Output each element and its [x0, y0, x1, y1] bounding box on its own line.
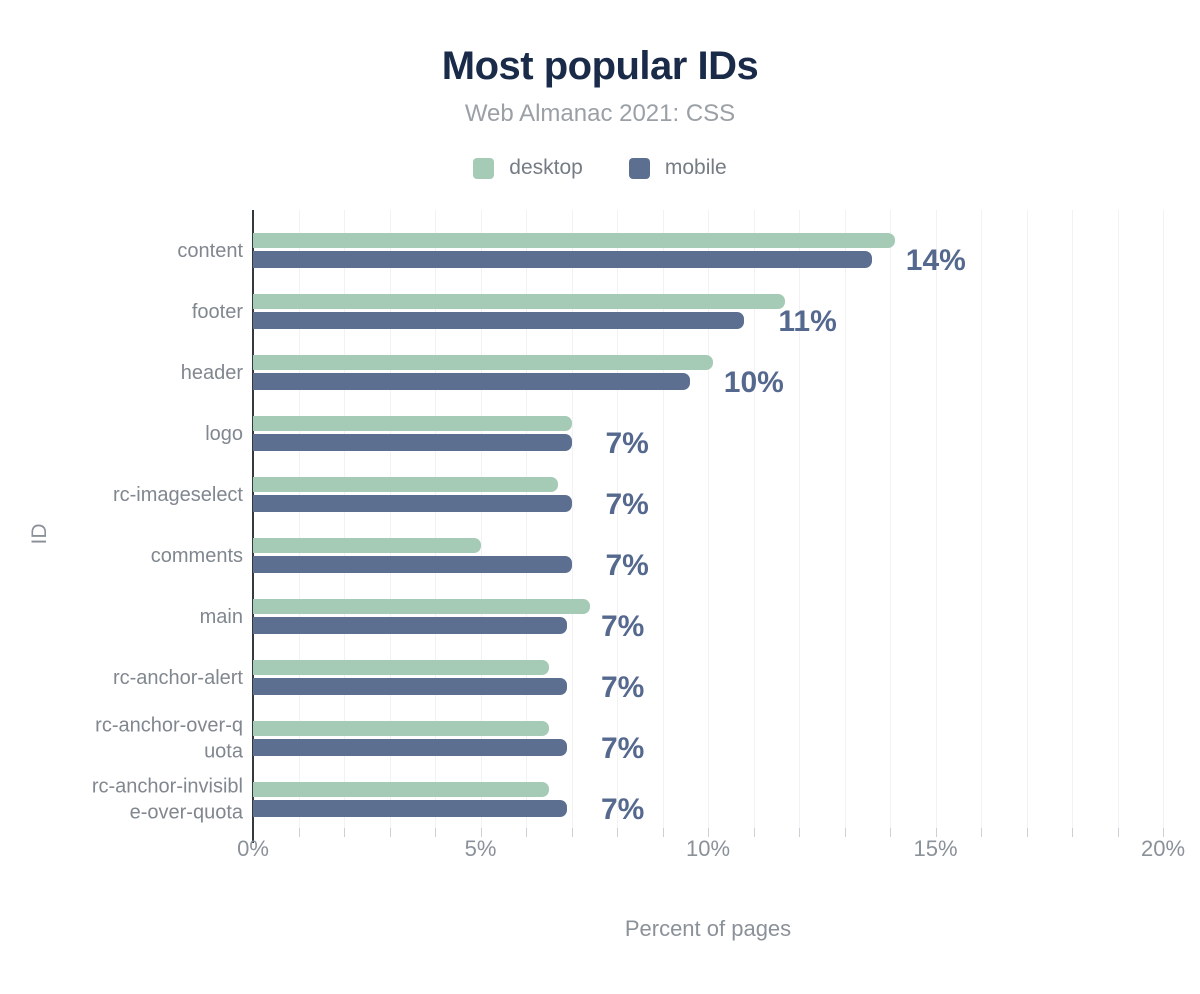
gridline	[753, 210, 755, 828]
category-label: rc-anchor-alert	[112, 666, 243, 689]
value-label: 7%	[605, 548, 649, 582]
bar-mobile-rc-imageselect[interactable]	[253, 495, 572, 512]
gridline	[480, 210, 482, 828]
gridline	[935, 210, 937, 828]
legend-label-mobile: mobile	[664, 156, 727, 179]
category-label: content	[177, 239, 243, 262]
x-tick-label: 5%	[464, 836, 497, 861]
y-axis-title: ID	[28, 523, 51, 545]
bar-desktop-header[interactable]	[253, 355, 713, 370]
bar-desktop-comments[interactable]	[253, 538, 481, 553]
bar-mobile-comments[interactable]	[253, 556, 572, 573]
bar-mobile-content[interactable]	[253, 251, 872, 268]
legend-label-desktop: desktop	[509, 156, 583, 179]
x-tick-label: 20%	[1140, 836, 1186, 861]
bar-mobile-rc-anchor-invisible-over-quota[interactable]	[253, 800, 567, 817]
x-tick-label: 0%	[237, 836, 269, 861]
bar-desktop-content[interactable]	[253, 233, 895, 248]
gridline	[1163, 210, 1164, 828]
bar-mobile-main[interactable]	[253, 617, 567, 634]
axis-tick	[389, 828, 391, 837]
category-label: rc-anchor-invisible-over-quota	[91, 775, 243, 824]
gridline	[1117, 210, 1119, 828]
value-label: 7%	[600, 670, 645, 704]
gridline	[617, 210, 618, 828]
axis-tick	[708, 828, 709, 837]
axis-tick	[1026, 828, 1028, 837]
category-label: header	[180, 361, 243, 384]
legend-item-mobile[interactable]: mobile	[628, 156, 727, 180]
value-label: 7%	[605, 426, 649, 460]
gridline	[389, 210, 391, 828]
category-label: logo	[205, 422, 243, 445]
bar-desktop-rc-imageselect[interactable]	[253, 477, 558, 492]
gridline	[844, 210, 846, 828]
value-label: 7%	[605, 487, 649, 521]
value-label: 14%	[905, 243, 966, 277]
gridline	[1072, 210, 1073, 828]
axis-tick	[526, 828, 527, 837]
gridline	[344, 210, 345, 828]
category-label: rc-anchor-over-quota	[95, 714, 243, 763]
axis-tick	[617, 828, 618, 837]
axis-tick	[1072, 828, 1073, 837]
value-label: 7%	[600, 792, 645, 826]
axis-tick	[662, 828, 664, 837]
chart-title: Most popular IDs	[441, 44, 759, 88]
axis-tick	[799, 828, 800, 837]
axis-tick	[435, 828, 436, 837]
axis-tick	[344, 828, 345, 837]
category-label: main	[199, 605, 243, 628]
category-label: footer	[191, 300, 243, 323]
axis-tick	[298, 828, 300, 837]
gridline	[708, 210, 709, 828]
gridline	[526, 210, 527, 828]
axis-tick	[981, 828, 982, 837]
y-axis-line	[252, 210, 254, 843]
axis-tick	[480, 828, 482, 837]
bar-mobile-footer[interactable]	[253, 312, 745, 329]
gridline	[298, 210, 300, 828]
bar-mobile-logo[interactable]	[253, 434, 572, 451]
category-label: rc-imageselect	[112, 483, 243, 506]
bar-mobile-header[interactable]	[253, 373, 690, 390]
axis-tick	[1163, 828, 1164, 837]
bar-desktop-main[interactable]	[253, 599, 590, 614]
gridline	[1026, 210, 1028, 828]
gridline	[799, 210, 800, 828]
x-tick-label: 15%	[913, 836, 958, 861]
value-label: 7%	[600, 609, 645, 643]
category-label: comments	[150, 544, 243, 567]
axis-tick	[1117, 828, 1119, 837]
axis-tick	[753, 828, 755, 837]
value-label: 11%	[778, 304, 837, 338]
value-label: 7%	[600, 731, 645, 765]
chart-subtitle: Web Almanac 2021: CSS	[464, 100, 736, 127]
axis-tick	[890, 828, 891, 837]
bar-desktop-rc-anchor-invisible-over-quota[interactable]	[253, 782, 549, 797]
axis-tick	[571, 828, 573, 837]
desktop-swatch-icon	[473, 157, 495, 179]
x-axis-title: Percent of pages	[624, 916, 792, 941]
bar-mobile-rc-anchor-alert[interactable]	[253, 678, 567, 695]
value-label: 10%	[723, 365, 784, 399]
legend-item-desktop[interactable]: desktop	[473, 156, 583, 180]
x-tick-label: 10%	[685, 836, 731, 861]
bar-desktop-footer[interactable]	[253, 294, 786, 309]
gridline	[571, 210, 573, 828]
bar-desktop-rc-anchor-over-quota[interactable]	[253, 721, 549, 736]
gridline	[890, 210, 891, 828]
axis-tick	[844, 828, 846, 837]
axis-tick	[935, 828, 937, 837]
bar-desktop-logo[interactable]	[253, 416, 572, 431]
gridline	[981, 210, 982, 828]
mobile-swatch-icon	[628, 157, 650, 179]
legend: desktop mobile	[0, 156, 1200, 180]
bar-desktop-rc-anchor-alert[interactable]	[253, 660, 549, 675]
gridline	[435, 210, 436, 828]
bar-mobile-rc-anchor-over-quota[interactable]	[253, 739, 567, 756]
gridline	[662, 210, 664, 828]
